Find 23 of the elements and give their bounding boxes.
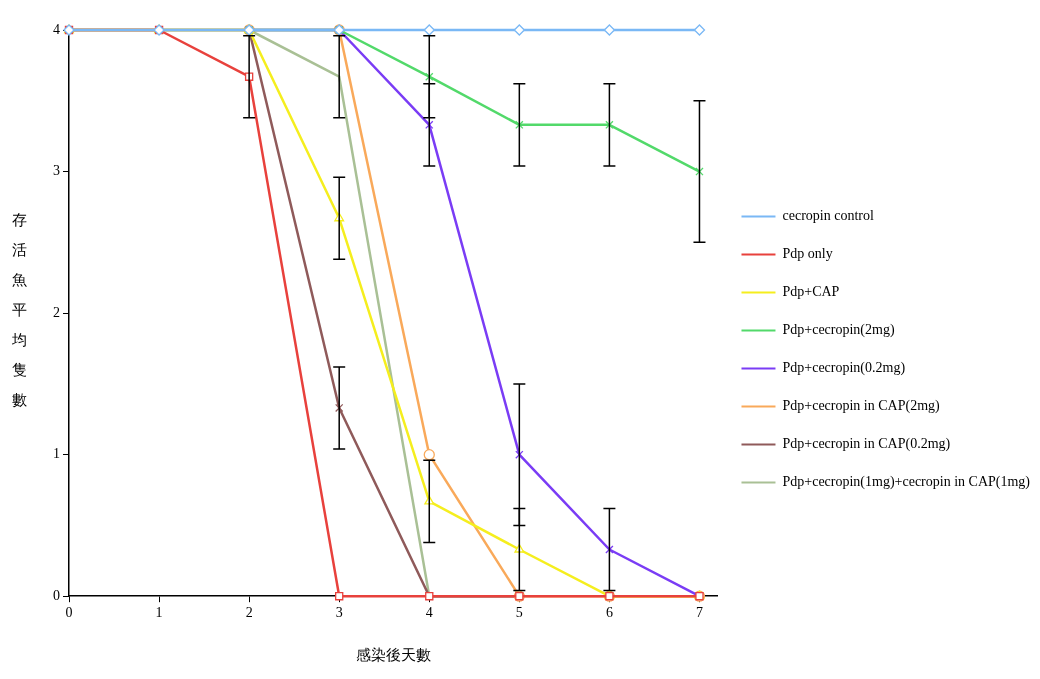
legend-label: cecropin control: [782, 208, 874, 224]
x-tick-label: 6: [605, 605, 613, 621]
legend-label: Pdp+cecropin(2mg): [782, 322, 895, 339]
y-tick-label: 0: [53, 587, 60, 603]
x-tick-label: 7: [695, 605, 703, 621]
x-tick-label: 5: [515, 605, 523, 621]
legend-label: Pdp only: [782, 246, 833, 262]
y-tick-label: 2: [53, 304, 60, 320]
x-tick-label: 1: [155, 605, 163, 621]
legend-label: Pdp+cecropin(0.2mg): [782, 360, 906, 377]
x-axis-title: 感染後天數: [355, 645, 431, 664]
legend-label: Pdp+CAP: [782, 284, 840, 300]
x-tick-label: 0: [65, 605, 73, 621]
y-tick-label: 3: [53, 163, 60, 179]
legend-label: Pdp+cecropin(1mg)+cecropin in CAP(1mg): [782, 474, 1031, 491]
y-axis-title: 存活魚平均隻數: [12, 210, 28, 411]
x-tick-label: 2: [245, 605, 253, 621]
x-tick-label: 4: [425, 605, 433, 621]
legend-label: Pdp+cecropin in CAP(2mg): [782, 398, 941, 415]
y-tick-label: 4: [53, 21, 60, 37]
legend-label: Pdp+cecropin in CAP(0.2mg): [782, 436, 951, 453]
x-tick-label: 3: [335, 605, 343, 621]
y-tick-label: 1: [53, 446, 60, 462]
